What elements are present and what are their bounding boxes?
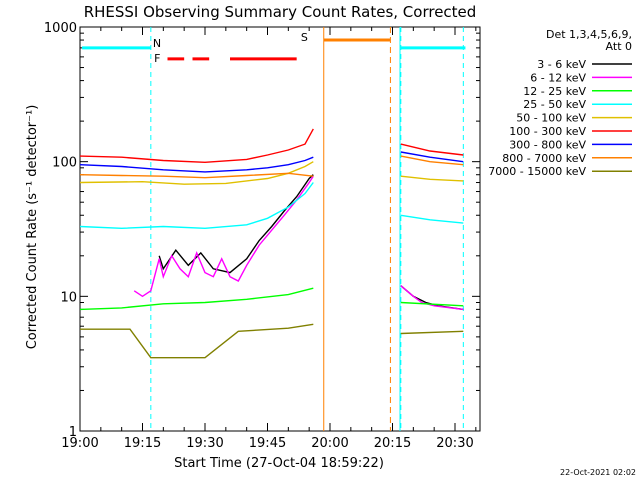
timestamp: 22-Oct-2021 02:02 bbox=[560, 468, 636, 477]
legend-header-line-1: Det 1,3,4,5,6,9, bbox=[546, 28, 632, 41]
legend-label: 7000 - 15000 keV bbox=[488, 165, 586, 178]
x-tick-label: 19:30 bbox=[186, 436, 223, 451]
legend-entry: 12 - 25 keV bbox=[523, 85, 632, 98]
series-line-6-12-kev bbox=[400, 285, 464, 311]
x-tick-label: 19:00 bbox=[61, 436, 98, 451]
series-line-50-100-kev bbox=[400, 175, 464, 182]
series-line-800-7000-kev bbox=[400, 155, 464, 166]
series-line-7000-15000-kev bbox=[80, 323, 314, 359]
series-line-100-300-kev bbox=[400, 143, 464, 156]
legend-entry: 7000 - 15000 keV bbox=[488, 165, 632, 178]
legend-entry: 25 - 50 keV bbox=[523, 98, 632, 111]
y-axis-label: Corrected Count Rate (s⁻¹ detector⁻¹) bbox=[25, 105, 40, 350]
y-tick-label: 100 bbox=[52, 156, 77, 171]
legend-label: 100 - 300 keV bbox=[509, 125, 586, 138]
series-line-6-12-kev bbox=[133, 175, 314, 298]
flag-label-s: S bbox=[301, 31, 308, 44]
legend-label: 50 - 100 keV bbox=[516, 112, 586, 125]
legend-label: 6 - 12 keV bbox=[530, 71, 586, 84]
x-axis-label: Start Time (27-Oct-04 18:59:22) bbox=[174, 456, 384, 471]
legend-entry: 6 - 12 keV bbox=[530, 71, 632, 84]
chart-title: RHESSI Observing Summary Count Rates, Co… bbox=[84, 3, 477, 21]
y-tick-label: 10 bbox=[60, 290, 77, 305]
flag-label-f: F bbox=[154, 52, 160, 65]
legend-label: 12 - 25 keV bbox=[523, 85, 586, 98]
series-line-7000-15000-kev bbox=[400, 330, 464, 335]
series-line-800-7000-kev bbox=[79, 172, 314, 179]
series-line-300-800-kev bbox=[79, 156, 314, 173]
y-tick-label: 1000 bbox=[44, 21, 77, 36]
legend-label: 300 - 800 keV bbox=[509, 138, 586, 151]
flag-label-n: N bbox=[153, 37, 161, 50]
series-line-25-50-kev bbox=[79, 182, 314, 230]
series-line-12-25-kev bbox=[400, 301, 464, 307]
legend-header-line-2: Att 0 bbox=[606, 40, 632, 53]
series-line-100-300-kev bbox=[79, 128, 314, 164]
x-tick-label: 20:30 bbox=[436, 436, 473, 451]
series-line-12-25-kev bbox=[79, 287, 314, 311]
legend-label: 25 - 50 keV bbox=[523, 98, 586, 111]
plot-area: 1 10 100 1000 19:00 19:15 19:30 19:45 20:00 20:15… bbox=[44, 21, 481, 451]
series-line-25-50-kev bbox=[400, 214, 464, 224]
legend-entry: 300 - 800 keV bbox=[509, 138, 632, 151]
x-tick-label: 19:15 bbox=[124, 436, 161, 451]
x-tick-label: 20:15 bbox=[374, 436, 411, 451]
legend-label: 3 - 6 keV bbox=[537, 58, 586, 71]
legend-entry: 3 - 6 keV bbox=[537, 58, 632, 71]
legend-entry: 100 - 300 keV bbox=[509, 125, 632, 138]
legend-label: 800 - 7000 keV bbox=[502, 152, 586, 165]
y-tick-label: 1 bbox=[69, 425, 77, 440]
plot-frame bbox=[79, 26, 481, 432]
x-tick-label: 20:00 bbox=[311, 436, 348, 451]
series-line-300-800-kev bbox=[400, 151, 464, 163]
series-line-50-100-kev bbox=[79, 161, 314, 185]
legend-entry: 50 - 100 keV bbox=[516, 112, 632, 125]
legend-entry: 800 - 7000 keV bbox=[502, 152, 632, 165]
x-tick-label: 19:45 bbox=[249, 436, 286, 451]
series-line-3-6-kev bbox=[158, 174, 314, 274]
